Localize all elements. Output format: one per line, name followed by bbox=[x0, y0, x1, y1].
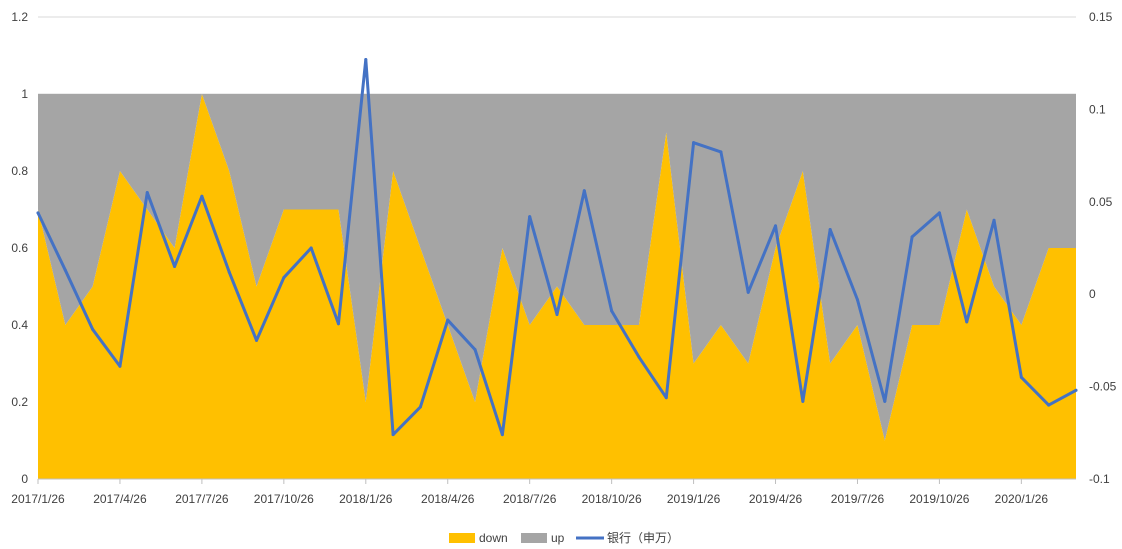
line-point-23 bbox=[664, 396, 668, 400]
line-point-14 bbox=[418, 405, 422, 409]
line-point-35 bbox=[992, 218, 996, 222]
line-point-11 bbox=[336, 322, 340, 326]
line-point-25 bbox=[719, 150, 723, 154]
line-point-7 bbox=[227, 270, 231, 274]
x-tick-label-4: 2018/1/26 bbox=[339, 492, 393, 506]
line-point-37 bbox=[1047, 403, 1051, 407]
line-point-33 bbox=[937, 211, 941, 215]
line-point-12 bbox=[364, 58, 368, 62]
legend-swatch-up bbox=[521, 533, 547, 543]
legend-label-up: up bbox=[551, 531, 565, 545]
line-point-13 bbox=[391, 433, 395, 437]
left-tick-label-6: 1.2 bbox=[11, 10, 28, 24]
line-point-38 bbox=[1074, 388, 1078, 392]
left-y-axis: 0 0.2 0.4 0.6 0.8 1 1.2 bbox=[11, 10, 28, 486]
line-point-28 bbox=[801, 399, 805, 403]
line-point-2 bbox=[91, 327, 95, 331]
left-tick-label-5: 1 bbox=[21, 87, 28, 101]
line-point-18 bbox=[528, 215, 532, 219]
right-y-axis: -0.1 -0.05 0 0.05 0.1 0.15 bbox=[1089, 10, 1117, 486]
line-point-22 bbox=[637, 355, 641, 359]
line-point-31 bbox=[883, 399, 887, 403]
x-tick-label-5: 2018/4/26 bbox=[421, 492, 475, 506]
line-point-29 bbox=[828, 228, 832, 232]
line-point-6 bbox=[200, 194, 204, 198]
line-point-26 bbox=[746, 290, 750, 294]
line-point-8 bbox=[255, 338, 259, 342]
line-series-layer bbox=[36, 58, 1078, 437]
line-point-17 bbox=[500, 433, 504, 437]
x-tick-label-8: 2019/1/26 bbox=[667, 492, 721, 506]
x-tick-label-10: 2019/7/26 bbox=[831, 492, 885, 506]
left-tick-label-2: 0.4 bbox=[11, 318, 28, 332]
line-point-27 bbox=[774, 224, 778, 228]
legend-label-down: down bbox=[479, 531, 508, 545]
line-point-32 bbox=[910, 235, 914, 239]
line-point-34 bbox=[965, 320, 969, 324]
x-tick-label-9: 2019/4/26 bbox=[749, 492, 803, 506]
line-point-30 bbox=[855, 298, 859, 302]
right-tick-label-4: 0.1 bbox=[1089, 102, 1106, 116]
x-tick-label-2: 2017/7/26 bbox=[175, 492, 229, 506]
line-point-0 bbox=[36, 211, 40, 215]
line-point-5 bbox=[173, 264, 177, 268]
line-point-15 bbox=[446, 318, 450, 322]
line-point-10 bbox=[309, 246, 313, 250]
left-tick-label-0: 0 bbox=[21, 472, 28, 486]
right-tick-label-3: 0.05 bbox=[1089, 195, 1113, 209]
x-axis: 2017/1/26 2017/4/26 2017/7/26 2017/10/26 201… bbox=[11, 478, 1076, 506]
x-tick-label-1: 2017/4/26 bbox=[93, 492, 147, 506]
legend-label-bank: 银行（申万） bbox=[607, 531, 679, 545]
area-series-up bbox=[38, 94, 1076, 441]
x-tick-label-7: 2018/10/26 bbox=[582, 492, 642, 506]
left-tick-label-3: 0.6 bbox=[11, 241, 28, 255]
left-tick-label-4: 0.8 bbox=[11, 164, 28, 178]
right-tick-label-1: -0.05 bbox=[1089, 380, 1117, 394]
line-point-19 bbox=[555, 313, 559, 317]
x-tick-label-6: 2018/7/26 bbox=[503, 492, 557, 506]
line-point-9 bbox=[282, 276, 286, 280]
line-point-1 bbox=[63, 268, 67, 272]
line-point-36 bbox=[1019, 375, 1023, 379]
stacked-area-layer bbox=[38, 94, 1076, 479]
line-point-4 bbox=[145, 191, 149, 195]
x-tick-label-0: 2017/1/26 bbox=[11, 492, 65, 506]
right-tick-label-2: 0 bbox=[1089, 287, 1096, 301]
line-point-20 bbox=[582, 189, 586, 193]
x-tick-label-11: 2019/10/26 bbox=[909, 492, 969, 506]
x-tick-label-12: 2020/1/26 bbox=[995, 492, 1049, 506]
line-point-3 bbox=[118, 364, 122, 368]
line-point-24 bbox=[692, 141, 696, 145]
left-tick-label-1: 0.2 bbox=[11, 395, 28, 409]
right-tick-label-5: 0.15 bbox=[1089, 10, 1113, 24]
right-tick-label-0: -0.1 bbox=[1089, 472, 1110, 486]
line-point-21 bbox=[610, 309, 614, 313]
line-point-16 bbox=[473, 348, 477, 352]
legend-swatch-down bbox=[449, 533, 475, 543]
legend: down up 银行（申万） bbox=[449, 531, 679, 545]
x-tick-label-3: 2017/10/26 bbox=[254, 492, 314, 506]
